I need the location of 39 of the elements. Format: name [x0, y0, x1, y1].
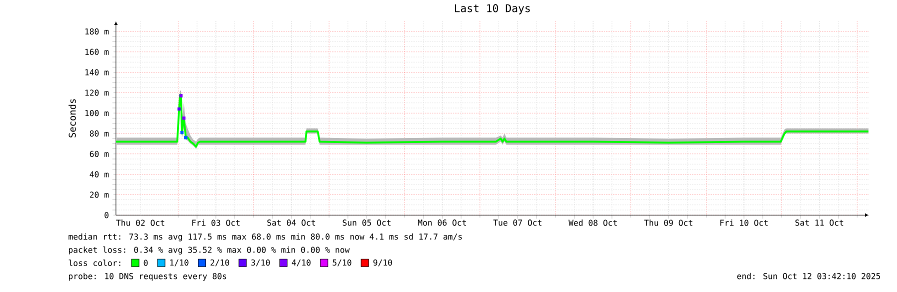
x-tick-label: Fri 10 Oct	[720, 219, 768, 226]
legend-label: 4/10	[292, 259, 311, 266]
y-tick-label: 140 m	[85, 69, 109, 76]
y-axis-title: Seconds	[68, 99, 76, 138]
point	[180, 130, 184, 134]
y-tick-label: 40 m	[90, 171, 109, 178]
y-tick-label: 120 m	[85, 89, 109, 96]
y-tick-label: 80 m	[90, 130, 109, 136]
text: packet loss: 0.34 % avg 35.52 % max 0.00 % min 0.00 % now	[68, 246, 350, 254]
x-tick-label: Tue 07 Oct	[493, 219, 542, 226]
point	[184, 136, 188, 140]
x-tick-label: Mon 06 Oct	[418, 219, 466, 226]
y-tick-label: 0	[104, 212, 108, 218]
x-tick-label: Sun 05 Oct	[342, 219, 391, 226]
point	[182, 116, 186, 120]
text: probe: 10 DNS requests every 80s	[68, 272, 226, 281]
legend-title: loss color:	[68, 260, 120, 266]
x-tick-label: Fri 03 Oct	[192, 219, 240, 226]
x-tick-label: Thu 09 Oct	[644, 219, 692, 226]
y-tick-label: 20 m	[90, 192, 109, 198]
point	[177, 107, 181, 110]
point	[179, 94, 183, 98]
x-tick-label: Wed 08 Oct	[568, 219, 617, 226]
legend-label: 5/10	[332, 259, 352, 266]
x-tick-label: Thu 02 Oct	[116, 219, 164, 226]
y-tick-label: 180 m	[85, 28, 109, 34]
y-tick-label: 60 m	[90, 150, 109, 157]
y-tick-label: 100 m	[85, 110, 109, 116]
legend-label: 2/10	[210, 259, 230, 266]
y-tick-label: 160 m	[85, 48, 109, 55]
legend-label: 1/10	[170, 259, 188, 266]
text: median rtt: 73.3 ms avg 117.5 ms max 68.0 ms min 80.0 ms now 4.1 ms sd 17.7 am/s	[68, 233, 462, 242]
legend-label: 9/10	[373, 259, 392, 266]
x-tick-label: Sat 04 Oct	[267, 219, 316, 226]
legend-label: 3/10	[251, 259, 270, 266]
legend-label: 0	[144, 260, 148, 266]
chart-title: Last 10 Days	[454, 4, 530, 14]
x-tick-label: Sat 11 Oct	[795, 219, 844, 226]
text: end: Sun Oct 12 03:42:10 2025	[737, 272, 880, 280]
